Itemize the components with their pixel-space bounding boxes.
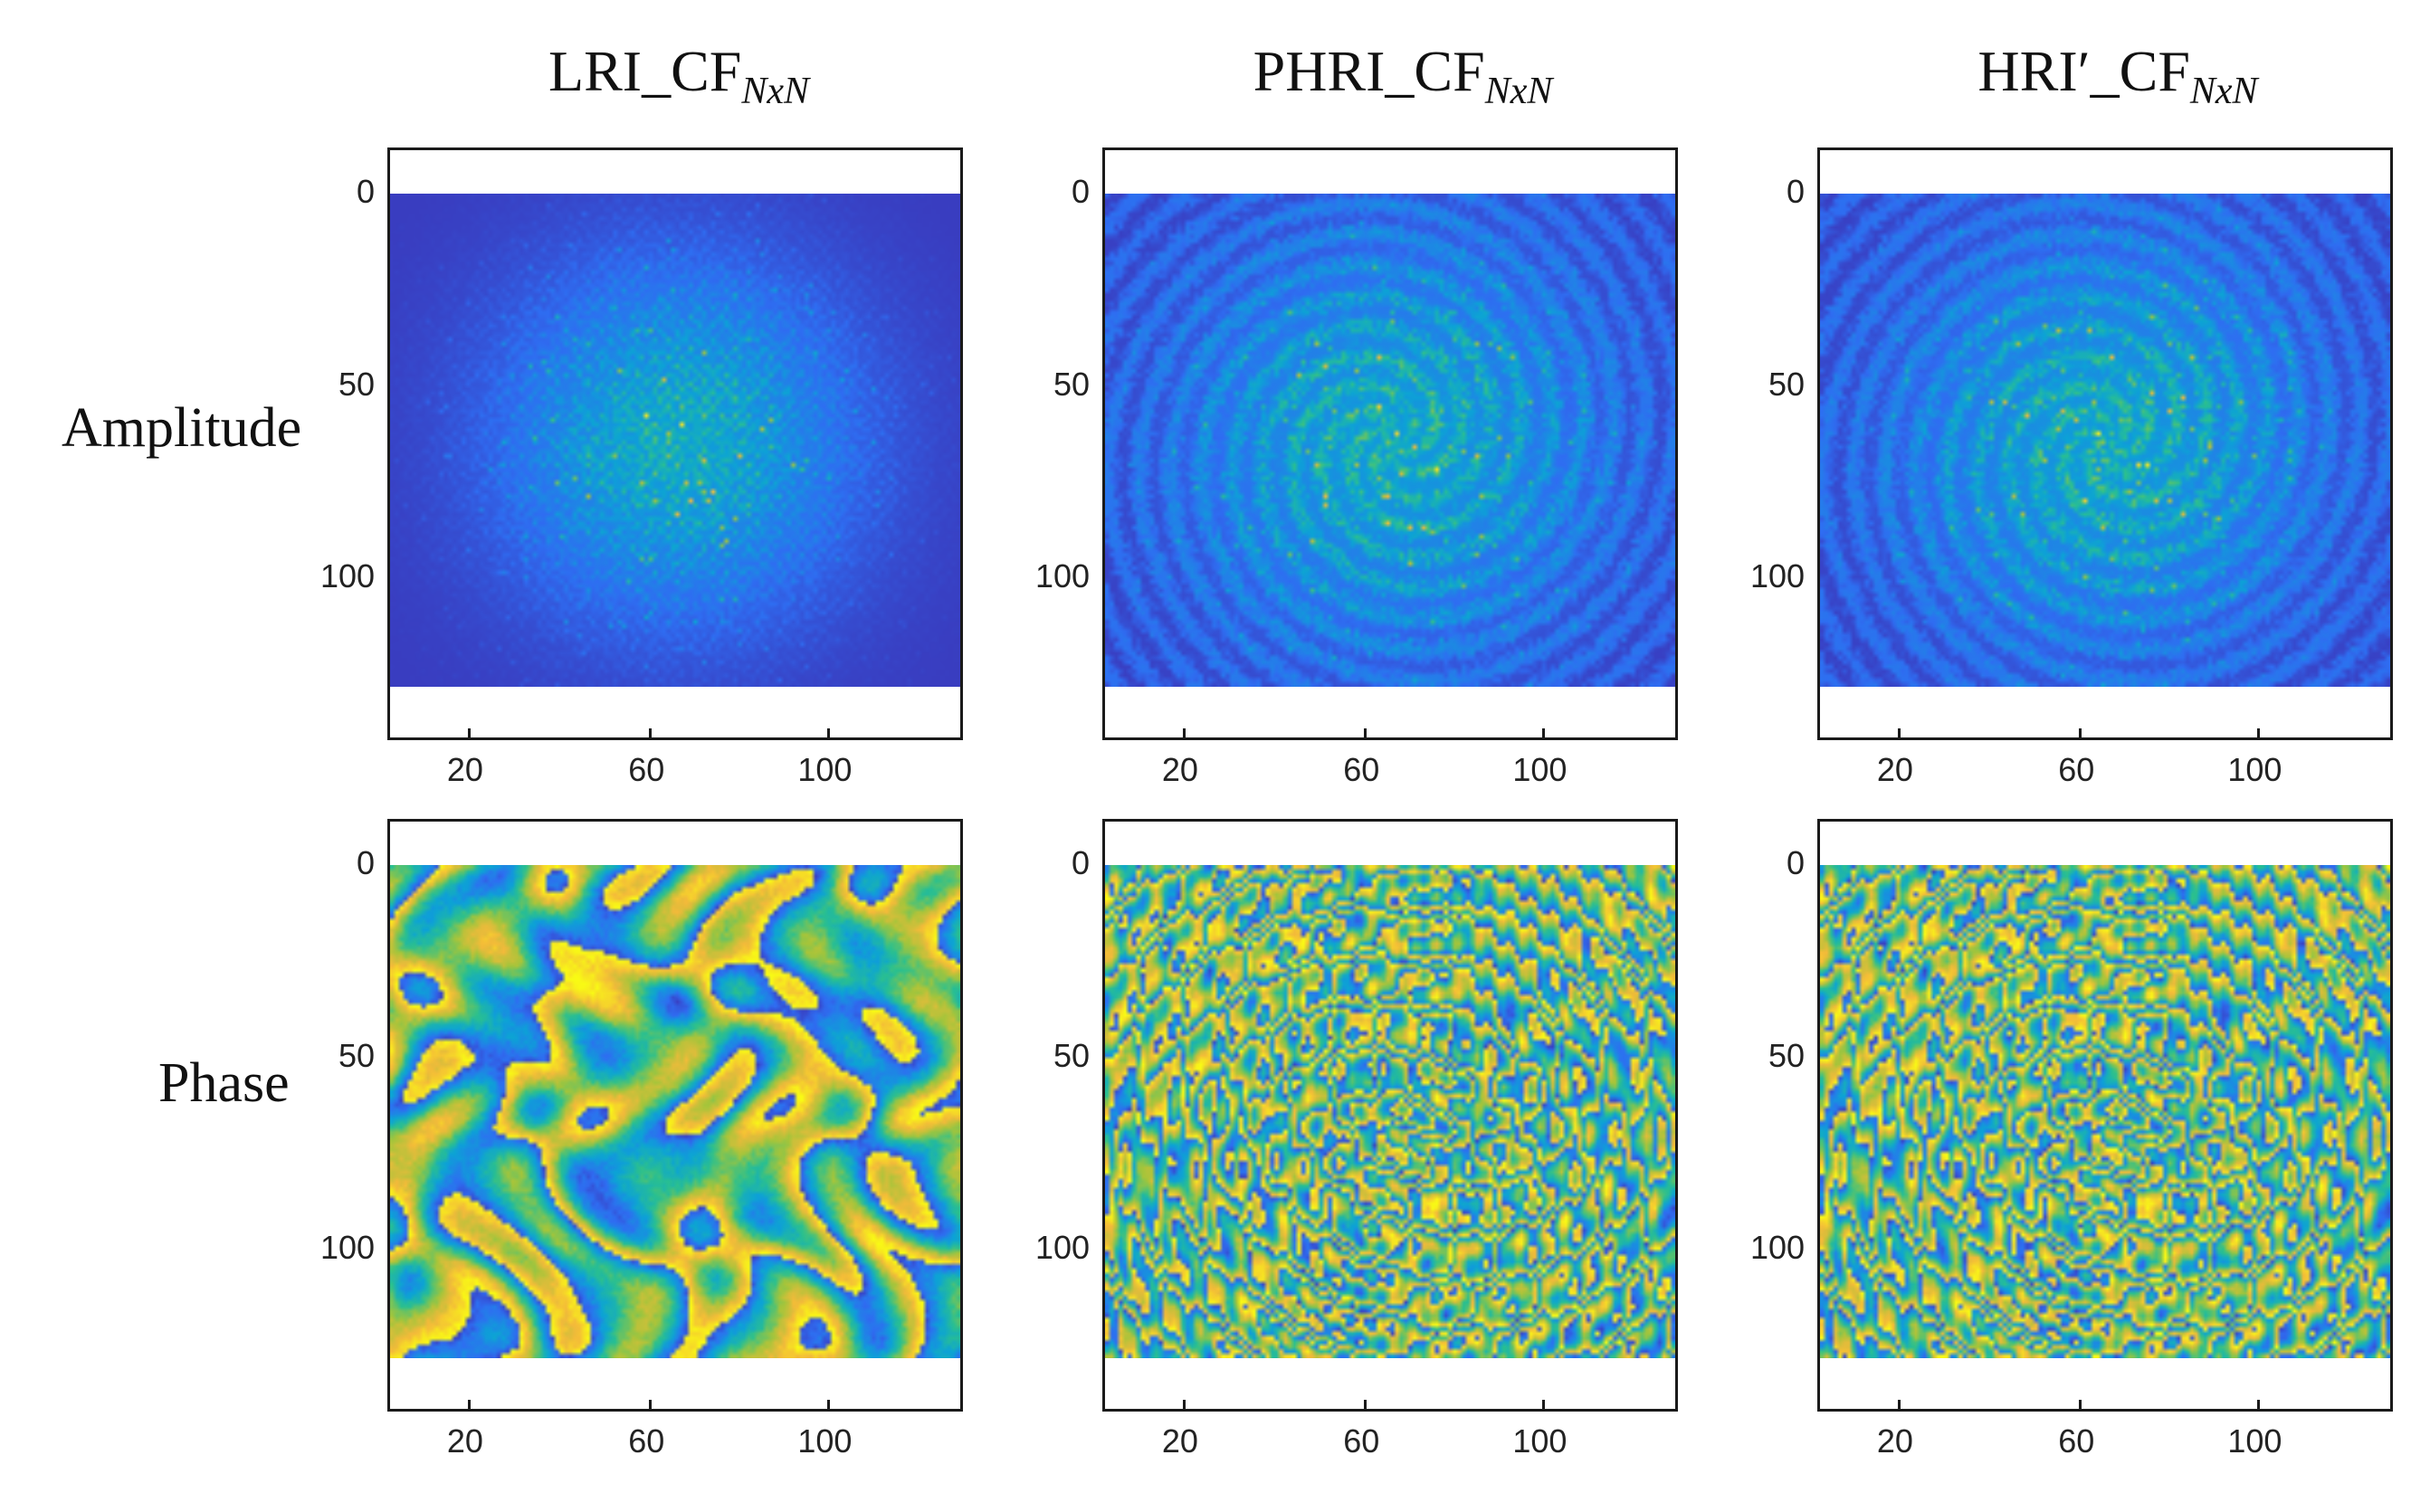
x-tick-label: 60: [2058, 1422, 2095, 1460]
column-title-main: HRI′_CF: [1977, 39, 2190, 103]
x-tick-mark: [2079, 1400, 2082, 1409]
y-tick-label: 100: [1035, 1229, 1091, 1267]
amplitude-image: [390, 194, 960, 687]
y-tick-label: 100: [1035, 557, 1091, 595]
image-area: [390, 194, 960, 687]
x-tick-mark: [2257, 1400, 2261, 1409]
column-title-lri: LRI_CFNxN: [389, 38, 968, 112]
x-tick-label: 20: [1876, 1422, 1913, 1460]
x-tick-mark: [2079, 728, 2082, 737]
amplitude-panel-hri: [1817, 147, 2393, 740]
phase-panel-hri: [1817, 819, 2393, 1412]
x-tick-mark: [1364, 728, 1367, 737]
column-title-subscript: NxN: [1484, 71, 1553, 112]
y-tick-label: 50: [1053, 1036, 1091, 1074]
y-tick-label: 50: [338, 365, 376, 403]
row-label-phase: Phase: [158, 1052, 290, 1114]
image-area: [1820, 865, 2390, 1358]
x-tick-label: 20: [446, 751, 483, 788]
y-tick-label: 100: [1750, 557, 1806, 595]
phase-image: [390, 865, 960, 1358]
phase-panel-phri: [1102, 819, 1678, 1412]
x-tick-mark: [1182, 1400, 1186, 1409]
x-tick-label: 20: [1161, 1422, 1198, 1460]
x-tick-label: 60: [1343, 751, 1380, 788]
column-title-hri: HRI′_CFNxN: [1828, 38, 2407, 112]
y-tick-label: 100: [1750, 1229, 1806, 1267]
x-tick-mark: [1542, 1400, 1546, 1409]
x-tick-label: 20: [446, 1422, 483, 1460]
y-tick-label: 0: [357, 844, 376, 881]
column-title-main: LRI_CF: [548, 39, 742, 103]
x-tick-label: 60: [1343, 1422, 1380, 1460]
x-tick-label: 100: [2227, 751, 2282, 788]
x-tick-label: 100: [1512, 1422, 1568, 1460]
x-tick-label: 100: [797, 1422, 853, 1460]
x-tick-mark: [1897, 728, 1901, 737]
x-tick-label: 20: [1876, 751, 1913, 788]
column-title-subscript: NxN: [741, 71, 810, 112]
x-tick-mark: [1897, 1400, 1901, 1409]
column-title-phri: PHRI_CFNxN: [1113, 38, 1692, 112]
y-tick-label: 50: [1768, 1036, 1806, 1074]
y-tick-label: 0: [1787, 844, 1806, 881]
x-tick-mark: [827, 728, 831, 737]
column-title-main: PHRI_CF: [1253, 39, 1485, 103]
amplitude-image: [1820, 194, 2390, 687]
y-tick-label: 0: [1072, 173, 1091, 210]
x-tick-mark: [827, 1400, 831, 1409]
x-tick-label: 20: [1161, 751, 1198, 788]
x-tick-label: 60: [2058, 751, 2095, 788]
x-tick-mark: [467, 1400, 471, 1409]
image-area: [1820, 194, 2390, 687]
x-tick-mark: [467, 728, 471, 737]
x-tick-label: 100: [2227, 1422, 2282, 1460]
x-tick-mark: [1542, 728, 1546, 737]
amplitude-panel-lri: [387, 147, 963, 740]
x-tick-mark: [1364, 1400, 1367, 1409]
y-tick-label: 0: [357, 173, 376, 210]
y-tick-label: 100: [320, 1229, 376, 1267]
amplitude-panel-phri: [1102, 147, 1678, 740]
image-area: [1105, 865, 1675, 1358]
x-tick-label: 100: [797, 751, 853, 788]
image-area: [390, 865, 960, 1358]
y-tick-label: 50: [338, 1036, 376, 1074]
x-tick-mark: [1182, 728, 1186, 737]
y-tick-label: 50: [1053, 365, 1091, 403]
y-tick-label: 50: [1768, 365, 1806, 403]
amplitude-image: [1105, 194, 1675, 687]
image-area: [1105, 194, 1675, 687]
x-tick-mark: [2257, 728, 2261, 737]
y-tick-label: 0: [1787, 173, 1806, 210]
x-tick-mark: [649, 728, 653, 737]
x-tick-label: 60: [628, 1422, 665, 1460]
row-label-amplitude: Amplitude: [62, 397, 302, 459]
x-tick-label: 60: [628, 751, 665, 788]
column-title-subscript: NxN: [2189, 71, 2258, 112]
phase-panel-lri: [387, 819, 963, 1412]
x-tick-label: 100: [1512, 751, 1568, 788]
phase-image: [1820, 865, 2390, 1358]
x-tick-mark: [649, 1400, 653, 1409]
y-tick-label: 0: [1072, 844, 1091, 881]
phase-image: [1105, 865, 1675, 1358]
y-tick-label: 100: [320, 557, 376, 595]
